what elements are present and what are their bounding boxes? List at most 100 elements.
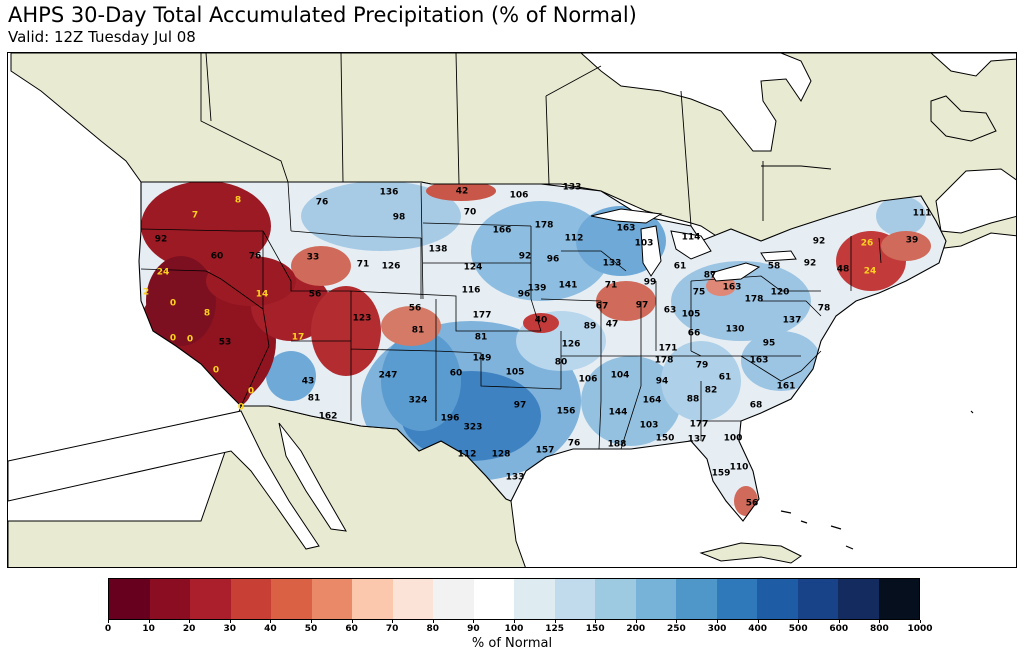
map-value-label: 133 [603, 259, 622, 269]
map-value-label: 156 [557, 407, 576, 417]
map-value-label: 39 [906, 236, 919, 246]
map-value-label: 76 [316, 198, 329, 208]
colorbar-tick-mark [514, 620, 515, 623]
colorbar-tick-mark [473, 620, 475, 623]
colorbar-tick-mark [189, 620, 191, 623]
map-value-label: 137 [783, 316, 802, 326]
map-value-label: 48 [837, 265, 850, 275]
colorbar-tick-label: 20 [182, 624, 196, 634]
map-value-label: 136 [380, 188, 399, 198]
map-value-label: 0 [170, 299, 176, 309]
map-value-label: 0 [170, 334, 176, 344]
map-value-label: 76 [568, 439, 581, 449]
colorbar-tick-label: 100 [504, 624, 524, 634]
map-value-label: 126 [382, 262, 401, 272]
baja-coast [8, 410, 320, 550]
map-value-label: 130 [726, 325, 745, 335]
colorbar-tick-label: 10 [142, 624, 155, 634]
colorbar-tick-label: 600 [829, 624, 849, 634]
map-value-label: 105 [682, 310, 701, 320]
map-value-label: 81 [412, 326, 425, 336]
state-borders [140, 181, 882, 450]
map-value-label: 56 [309, 290, 322, 300]
map-value-label: 61 [719, 373, 732, 383]
map-value-label: 82 [705, 386, 718, 396]
colorbar-tick-mark [270, 620, 272, 623]
colorbar-tick-mark [676, 620, 678, 623]
map-value-label: 149 [473, 354, 492, 364]
map-value-label: 120 [771, 288, 790, 298]
colorbar-tick-label: 250 [666, 624, 686, 634]
colorbar-tick-label: 200 [626, 624, 646, 634]
colorbar-tick-label: 90 [467, 624, 480, 634]
colorbar-tick-mark [798, 620, 800, 623]
colorbar [108, 578, 920, 620]
map-value-label: 177 [473, 311, 492, 321]
colorbar-tick-label: 1000 [907, 624, 933, 634]
map-value-label: 8 [235, 196, 241, 206]
map-value-label: 0 [213, 366, 219, 376]
map-value-label: 0 [248, 387, 254, 397]
map-value-label: 14 [256, 290, 269, 300]
map-value-label: 96 [518, 290, 531, 300]
map-value-label: 56 [409, 304, 422, 314]
map-value-label: 68 [750, 401, 763, 411]
map-value-label: 60 [211, 252, 224, 262]
colorbar-tick-mark [879, 620, 881, 623]
caribbean-islands [780, 410, 974, 550]
map-value-label: 106 [579, 375, 598, 385]
map-value-label: 123 [353, 314, 372, 324]
colorbar-tick-label: 125 [545, 624, 564, 634]
colorbar-ticks: 0 10 20 30 40 50 60 70 80 90 100 125 150 200 250 300 400… [104, 620, 933, 634]
map-value-label: 40 [535, 316, 548, 326]
map-value-label: 110 [730, 463, 749, 473]
colorbar-tick-mark [148, 620, 150, 623]
map-value-label: 95 [763, 339, 776, 349]
map-value-label: 58 [768, 262, 781, 272]
map-value-label: 81 [308, 394, 321, 404]
map-value-label: 2 [143, 288, 149, 298]
colorbar-swatch [554, 579, 595, 619]
map-value-label: 166 [493, 226, 512, 236]
colorbar-swatch [311, 579, 352, 619]
colorbar-tick-label: 300 [707, 624, 727, 634]
arctic-inlet [930, 53, 1016, 77]
colorbar-swatch [473, 579, 514, 619]
map-title: AHPS 30-Day Total Accumulated Precipitat… [8, 3, 637, 27]
map-value-label: 63 [664, 306, 677, 316]
colorbar-swatch [190, 579, 231, 619]
gulf-st-lawrence [935, 168, 1016, 234]
colorbar-swatch [514, 579, 555, 619]
colorbar-swatch [392, 579, 433, 619]
map-value-label: 99 [644, 278, 657, 288]
map-value-label: 81 [475, 333, 488, 343]
map-value-label: 157 [536, 446, 555, 456]
map-value-label: 88 [687, 395, 700, 405]
map-value-label: 111 [913, 209, 932, 219]
colorbar-swatch [878, 579, 919, 619]
cuba-land [699, 542, 802, 564]
map-value-label: 0 [238, 403, 244, 413]
map-value-label: 92 [804, 259, 817, 269]
map-value-label: 97 [514, 401, 527, 411]
colorbar-tick-label: 30 [223, 624, 237, 634]
colorbar-tick-mark [757, 620, 759, 623]
colorbar-swatch [271, 579, 312, 619]
map-value-label: 247 [379, 371, 398, 381]
colorbar-tick-label: 0 [104, 624, 112, 634]
colorbar-swatch [635, 579, 676, 619]
map-valid-time: Valid: 12Z Tuesday Jul 08 [8, 28, 196, 46]
map-value-label: 97 [636, 301, 649, 311]
map-value-label: 42 [456, 187, 469, 197]
colorbar-tick-mark [635, 620, 637, 623]
colorbar-tick-label: 50 [304, 624, 318, 634]
colorbar-tick-mark [108, 620, 109, 623]
colorbar-swatch [109, 579, 150, 619]
great-lakes [590, 208, 797, 282]
colorbar-label: % of Normal [471, 636, 553, 651]
map-value-label: 96 [547, 255, 560, 265]
colorbar-swatch [149, 579, 190, 619]
colorbar-tick-label: 500 [788, 624, 808, 634]
colorbar-tick-label: 150 [585, 624, 605, 634]
